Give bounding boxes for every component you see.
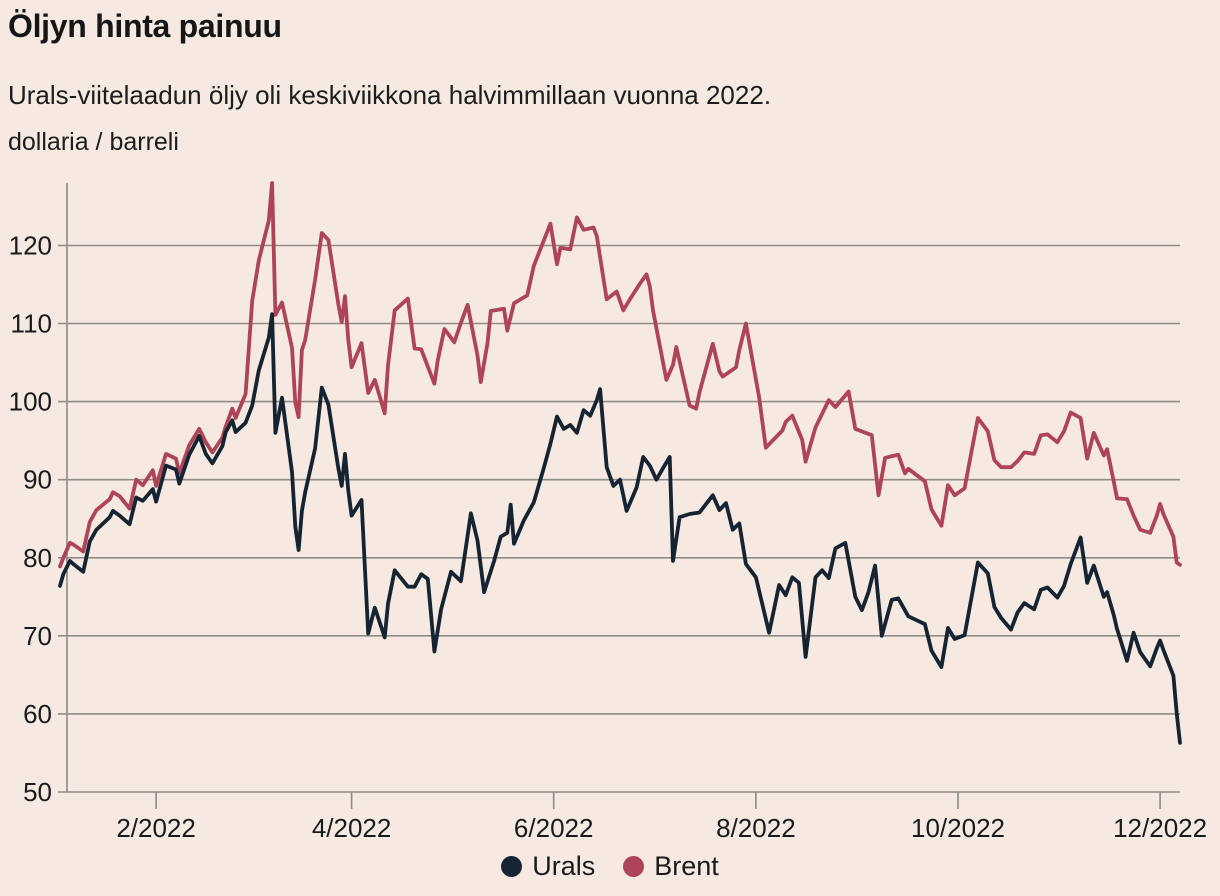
y-tick-label: 100 <box>9 387 52 417</box>
legend-item-brent: Brent <box>623 851 719 882</box>
y-tick-label: 50 <box>23 777 52 807</box>
legend-item-urals: Urals <box>501 851 595 882</box>
x-tick-label: 6/2022 <box>514 813 594 843</box>
y-axis-unit-label: dollaria / barreli <box>8 128 179 156</box>
y-tick-label: 80 <box>23 543 52 573</box>
urals-legend-marker-icon <box>501 856 523 877</box>
y-tick-label: 120 <box>9 231 52 261</box>
brent-legend-label: Brent <box>654 851 719 881</box>
brent-legend-marker-icon <box>623 856 645 877</box>
brent-line <box>58 181 1182 569</box>
x-tick-label: 2/2022 <box>116 813 196 843</box>
x-tick-label: 8/2022 <box>716 813 796 843</box>
y-tick-label: 60 <box>23 699 52 729</box>
x-tick-label: 10/2022 <box>911 813 1005 843</box>
chart-title: Öljyn hinta painuu <box>8 8 282 44</box>
y-tick-label: 90 <box>23 465 52 495</box>
legend: Urals Brent <box>0 851 1220 882</box>
x-tick-label: 12/2022 <box>1113 813 1207 843</box>
urals-legend-label: Urals <box>532 851 596 881</box>
urals-line <box>58 312 1182 745</box>
y-tick-label: 110 <box>11 309 52 339</box>
y-tick-label: 70 <box>23 621 52 651</box>
chart-subtitle: Urals-viitelaadun öljy oli keskiviikkona… <box>8 80 772 110</box>
x-tick-label: 4/2022 <box>312 813 392 843</box>
